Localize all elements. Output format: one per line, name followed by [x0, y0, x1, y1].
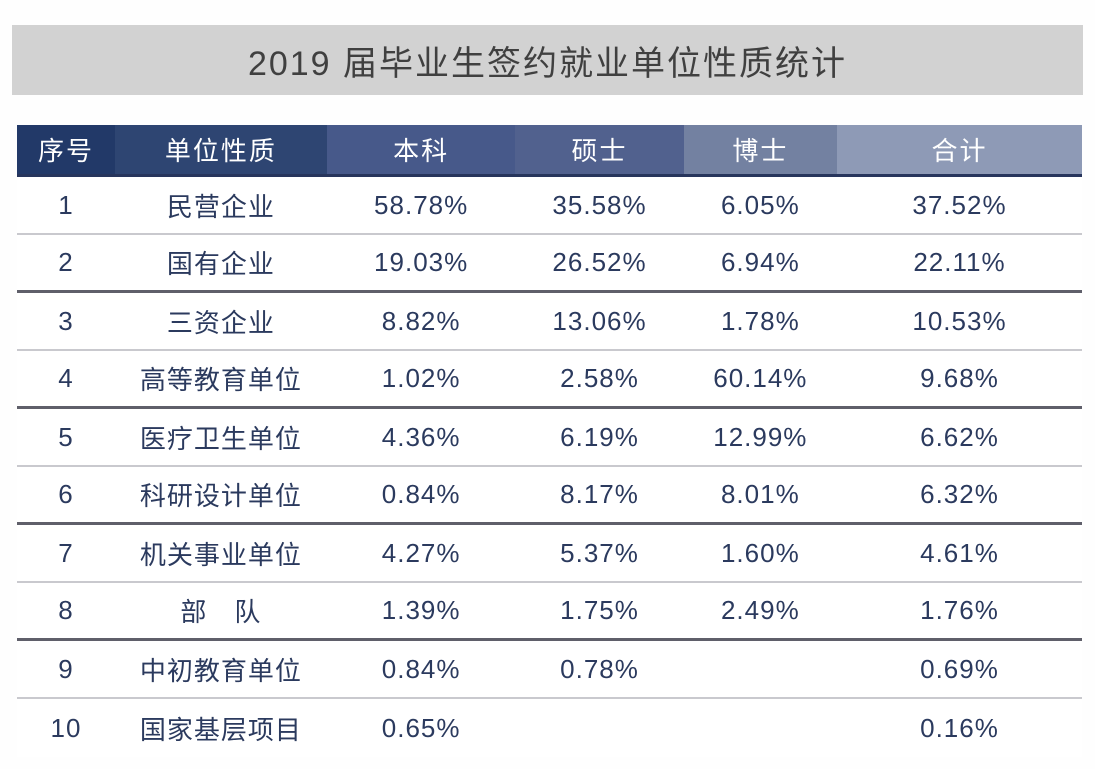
cell-master: 13.06% [552, 305, 647, 336]
table-row: 7 机关事业单位 4.27% 5.37% 1.60% 4.61% [17, 525, 1082, 583]
cell-unit: 高等教育单位 [139, 365, 302, 395]
table-row: 1 民营企业 58.78% 35.58% 6.05% 37.52% [17, 177, 1082, 235]
cell-doctor: 8.01% [720, 479, 800, 509]
table-row: 8 部 队 1.39% 1.75% 2.49% 1.76% [17, 583, 1082, 641]
cell-master: 8.17% [560, 479, 639, 509]
cell-doctor: 1.78% [720, 305, 800, 336]
cell-doctor: 60.14% [713, 363, 808, 393]
cell-doctor: 2.49% [720, 595, 800, 625]
cell-doctor: 6.05% [720, 189, 800, 220]
cell-index: 9 [58, 653, 74, 684]
cell-master: 26.52% [552, 247, 647, 277]
cell-doctor [684, 699, 837, 757]
cell-bachelor: 58.78% [374, 189, 469, 220]
cell-total: 0.16% [920, 712, 999, 743]
cell-bachelor: 1.39% [381, 595, 461, 625]
cell-index: 6 [58, 479, 74, 509]
cell-total: 6.32% [920, 479, 999, 509]
table-row: 9 中初教育单位 0.84% 0.78% 0.69% [17, 641, 1082, 699]
cell-total: 6.62% [920, 421, 999, 452]
cell-index: 1 [58, 189, 74, 220]
cell-master: 5.37% [560, 537, 639, 568]
cell-total: 10.53% [912, 305, 1007, 336]
cell-total: 4.61% [920, 537, 999, 568]
cell-unit: 国有企业 [166, 249, 275, 279]
cell-index: 3 [58, 305, 74, 336]
title-banner: 2019 届毕业生签约就业单位性质统计 [12, 25, 1083, 95]
cell-index: 8 [58, 595, 74, 625]
cell-master: 1.75% [560, 595, 639, 625]
page-title: 2019 届毕业生签约就业单位性质统计 [247, 44, 848, 83]
cell-bachelor: 0.84% [381, 653, 461, 684]
table-row: 6 科研设计单位 0.84% 8.17% 8.01% 6.32% [17, 467, 1082, 525]
cell-master: 2.58% [560, 363, 639, 393]
cell-unit: 民营企业 [166, 191, 275, 222]
table-row: 4 高等教育单位 1.02% 2.58% 60.14% 9.68% [17, 351, 1082, 409]
table-row: 3 三资企业 8.82% 13.06% 1.78% 10.53% [17, 293, 1082, 351]
table-header-row: 序号 单位性质 本科 硕士 博士 合计 [17, 125, 1082, 177]
col-header-total: 合计 [837, 125, 1082, 174]
cell-index: 5 [58, 421, 74, 452]
cell-unit: 国家基层项目 [139, 714, 302, 745]
cell-master: 6.19% [560, 421, 639, 452]
cell-unit: 科研设计单位 [139, 481, 302, 511]
cell-index: 10 [50, 712, 82, 743]
cell-total: 0.69% [920, 653, 999, 684]
cell-master: 35.58% [552, 189, 647, 220]
cell-total: 37.52% [912, 189, 1007, 220]
cell-unit: 机关事业单位 [139, 539, 302, 570]
col-header-bachelor: 本科 [326, 125, 516, 174]
cell-master: 0.78% [560, 653, 639, 684]
cell-unit: 三资企业 [166, 307, 275, 338]
cell-doctor [684, 641, 837, 697]
col-header-master: 硕士 [515, 125, 684, 174]
cell-doctor: 12.99% [713, 421, 808, 452]
cell-bachelor: 4.36% [381, 421, 461, 452]
cell-unit: 中初教育单位 [139, 655, 302, 686]
cell-index: 2 [58, 247, 74, 277]
cell-bachelor: 4.27% [381, 537, 461, 568]
table-row: 5 医疗卫生单位 4.36% 6.19% 12.99% 6.62% [17, 409, 1082, 467]
col-header-unit-type: 单位性质 [114, 125, 327, 174]
table-row: 2 国有企业 19.03% 26.52% 6.94% 22.11% [17, 235, 1082, 293]
cell-bachelor: 0.84% [381, 479, 461, 509]
cell-master [515, 699, 683, 757]
cell-index: 7 [58, 537, 74, 568]
cell-doctor: 1.60% [720, 537, 800, 568]
col-header-doctor: 博士 [683, 125, 838, 174]
col-header-index: 序号 [17, 125, 115, 174]
cell-total: 22.11% [913, 247, 1006, 277]
cell-index: 4 [58, 363, 74, 393]
cell-bachelor: 1.02% [381, 363, 461, 393]
cell-bachelor: 0.65% [381, 712, 461, 743]
cell-doctor: 6.94% [720, 247, 800, 277]
table-row: 10 国家基层项目 0.65% 0.16% [17, 699, 1082, 757]
cell-unit: 部 队 [180, 597, 262, 627]
cell-bachelor: 19.03% [374, 247, 469, 277]
cell-bachelor: 8.82% [381, 305, 461, 336]
cell-total: 1.76% [920, 595, 999, 625]
cell-unit: 医疗卫生单位 [139, 423, 302, 454]
cell-total: 9.68% [920, 363, 999, 393]
employment-stats-table: 序号 单位性质 本科 硕士 博士 合计 1 民营企业 58.78% 35.58%… [17, 125, 1082, 757]
